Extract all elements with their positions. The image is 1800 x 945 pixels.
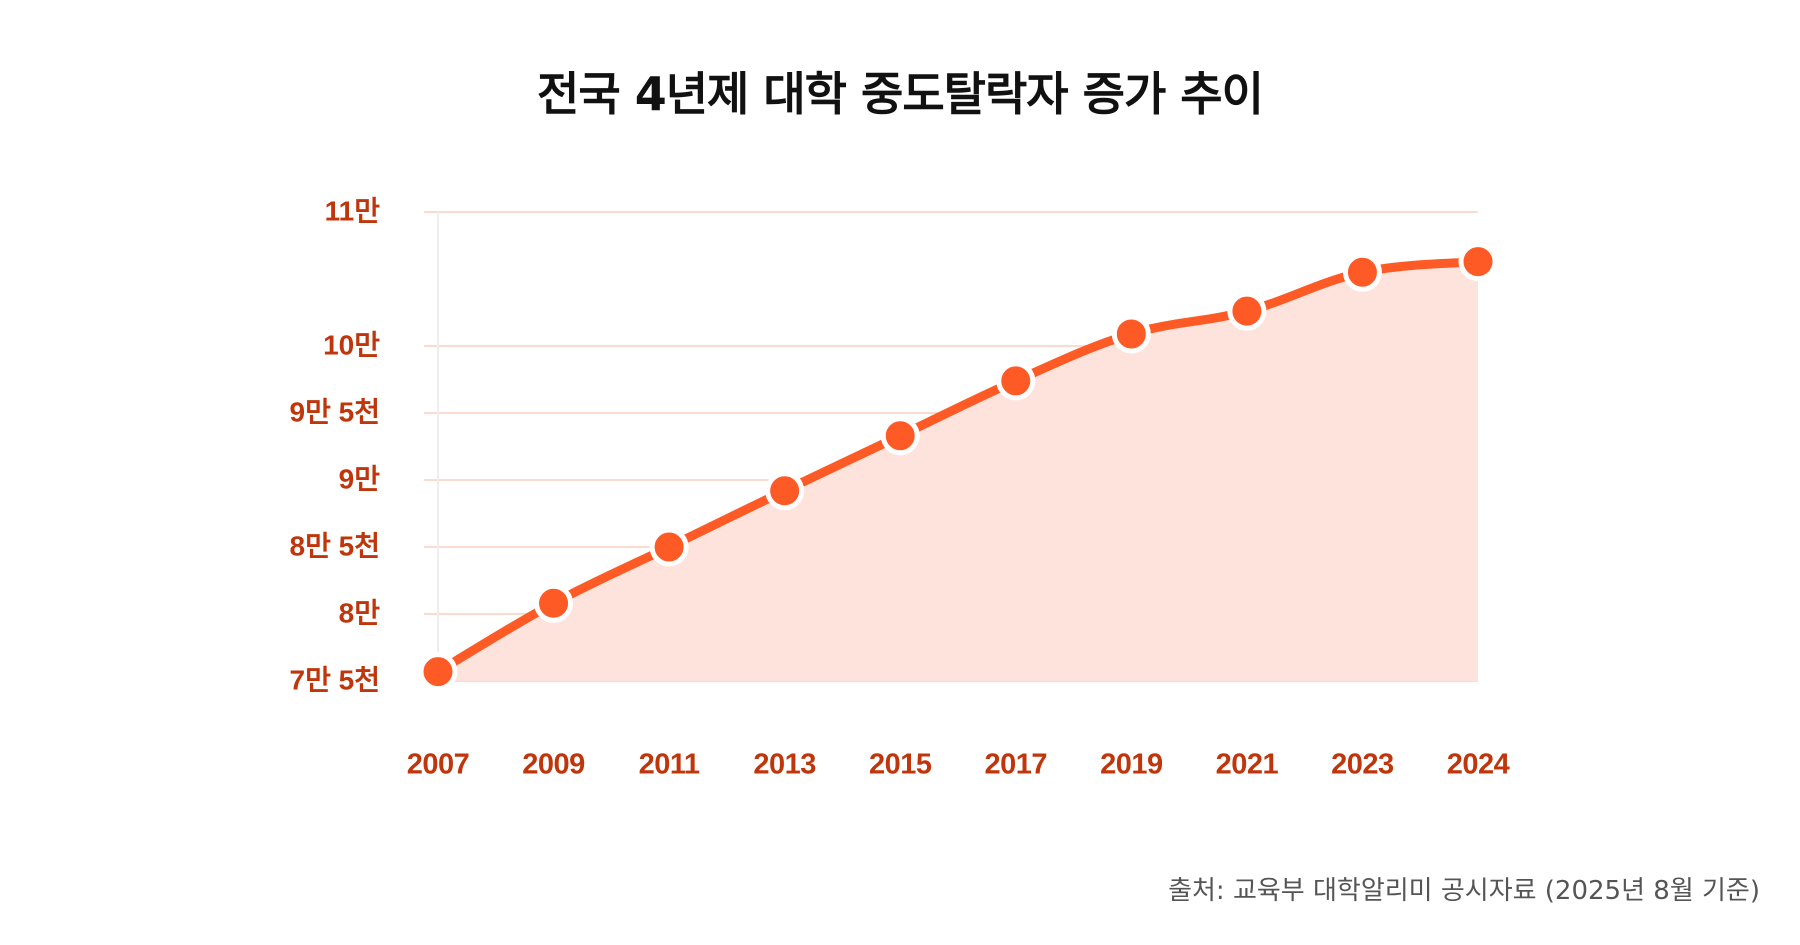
x-axis-ticks: 2007 2009 2011 2013 2015 2017 2019 2021 2023 2024 (407, 749, 1510, 781)
data-point (765, 471, 805, 511)
x-tick-label: 2019 (1100, 749, 1163, 781)
y-tick-label: 9만 (339, 463, 381, 494)
data-point (880, 416, 920, 456)
data-point (1227, 291, 1267, 331)
y-tick-label: 8만 5천 (290, 530, 380, 561)
y-tick-label: 8만 (339, 597, 381, 628)
y-tick-label: 9만 5천 (290, 396, 380, 427)
y-tick-label: 11만 (325, 195, 381, 226)
x-tick-label: 2009 (522, 749, 585, 781)
x-tick-label: 2015 (869, 749, 932, 781)
y-axis-ticks: 11만 10만 9만 5천 9만 8만 5천 8만 7만 5천 (290, 195, 381, 695)
x-tick-label: 2021 (1216, 749, 1279, 781)
source-note: 출처: 교육부 대학알리미 공시자료 (2025년 8월 기준) (1168, 876, 1760, 906)
y-tick-label: 7만 5천 (290, 664, 380, 695)
area-fill (438, 261, 1478, 681)
x-tick-label: 2017 (985, 749, 1048, 781)
y-tick-label: 10만 (323, 329, 380, 360)
x-tick-label: 2024 (1447, 749, 1510, 781)
series-line (433, 257, 1483, 677)
data-point (649, 527, 689, 567)
data-point (996, 361, 1036, 401)
x-tick-label: 2011 (639, 749, 700, 781)
data-point (1342, 252, 1382, 292)
data-point (534, 583, 574, 623)
x-tick-label: 2023 (1331, 749, 1394, 781)
data-point (1111, 314, 1151, 354)
x-tick-label: 2013 (753, 749, 816, 781)
data-point (418, 652, 458, 692)
chart-title: 전국 4년제 대학 중도탈락자 증가 추이 (537, 67, 1264, 121)
data-point (1458, 242, 1498, 282)
x-tick-label: 2007 (407, 749, 470, 781)
data-points (418, 242, 1498, 692)
